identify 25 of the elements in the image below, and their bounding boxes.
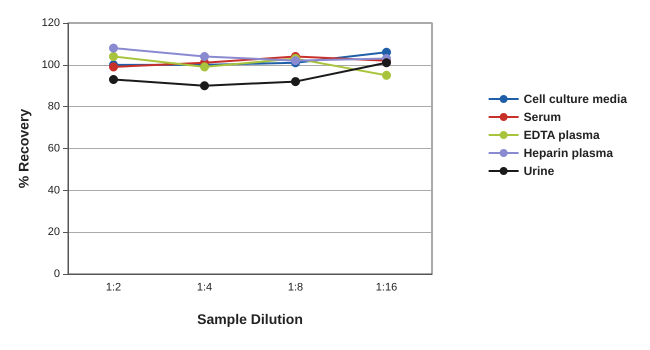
legend-label: Serum [524,110,561,124]
point [109,44,118,53]
x-tick-label: 1:2 [106,282,122,294]
y-tick-label: 80 [48,100,60,113]
point [200,52,209,61]
point [109,52,118,61]
y-tick-label: 40 [48,184,60,196]
legend-label: Cell culture media [524,92,628,106]
x-tick-label: 1:4 [196,282,212,294]
y-tick-label: 120 [42,17,60,29]
y-tick-label: 0 [54,268,60,280]
y-tick-label: 60 [48,142,60,154]
y-axis-title: % Recovery [16,108,32,188]
point [200,81,209,90]
legend-label: Urine [524,164,555,178]
y-tick-label: 100 [42,58,60,71]
point [109,74,118,84]
point [291,77,300,86]
legend-label: EDTA plasma [524,128,600,142]
point [382,70,391,80]
x-axis-title: Sample Dilution [197,311,303,327]
legend-label: Heparin plasma [524,146,614,160]
x-tick-label: 1:16 [376,282,398,294]
x-tick-label: 1:8 [288,282,304,294]
y-tick-label: 20 [48,226,60,238]
